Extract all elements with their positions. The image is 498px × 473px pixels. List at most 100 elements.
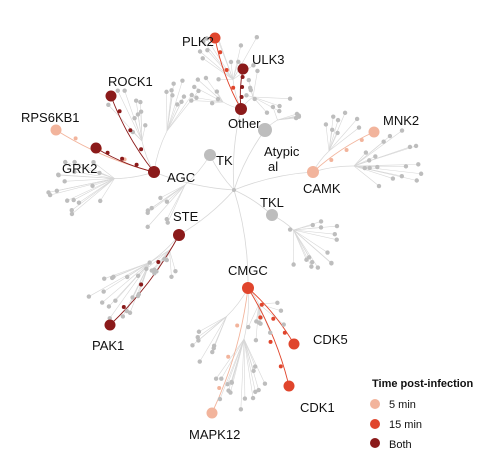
- leaf-branch: [213, 316, 227, 349]
- leaf-branch: [272, 106, 278, 121]
- legend-swatch-15min: [370, 419, 380, 429]
- inactive-kinase-node: [169, 274, 174, 280]
- branch-ste: [178, 189, 235, 236]
- branch-agc-5: [153, 130, 168, 173]
- path-node-mapk12: [235, 323, 240, 328]
- inactive-kinase-node: [209, 101, 215, 106]
- path-node-mapk12: [217, 386, 222, 390]
- inactive-kinase-node: [144, 266, 149, 272]
- root-node: [232, 188, 236, 192]
- inactive-kinase-node: [133, 98, 139, 103]
- leaf-branch: [353, 164, 419, 167]
- inactive-kinase-node: [323, 122, 329, 127]
- inactive-kinase-node: [162, 256, 167, 262]
- inactive-kinase-node: [310, 222, 315, 228]
- inactive-kinase-node: [214, 89, 220, 94]
- inactive-kinase-node: [216, 77, 221, 82]
- inactive-kinase-node: [138, 99, 143, 105]
- inactive-kinase-node: [318, 225, 324, 230]
- legend-title: Time post-infection: [372, 378, 474, 390]
- inactive-kinase-node: [217, 396, 223, 402]
- group-node-agc: [148, 166, 160, 178]
- inactive-kinase-node: [309, 259, 315, 265]
- path-node-cdk5: [259, 302, 264, 307]
- inactive-kinase-node: [281, 322, 286, 327]
- inactive-kinase-node: [413, 143, 419, 149]
- branch-to-cdk1: [247, 287, 290, 387]
- inactive-kinase-node: [99, 300, 105, 305]
- inactive-kinase-node: [250, 395, 256, 401]
- inactive-kinase-node: [194, 95, 199, 100]
- branch-to-pak1: [109, 234, 180, 326]
- inactive-kinase-node: [113, 298, 118, 303]
- kinase-node-rock1: [105, 90, 117, 102]
- inactive-kinase-node: [287, 96, 293, 101]
- leaf-branch: [88, 262, 150, 297]
- branch-camk: [233, 171, 314, 191]
- leaf-branch: [149, 249, 170, 263]
- inactive-kinase-node: [65, 198, 70, 203]
- inactive-kinase-node: [246, 324, 251, 330]
- branch-to-ulk3: [239, 68, 244, 110]
- leaf-branch: [231, 338, 245, 383]
- inactive-kinase-node: [197, 49, 203, 54]
- group-label-tk: TK: [216, 153, 233, 168]
- inactive-kinase-node: [277, 108, 282, 114]
- leaf-branch: [293, 229, 307, 260]
- leaf-branch: [293, 229, 328, 253]
- inactive-kinase-node: [145, 224, 150, 230]
- leaf-branch: [353, 141, 384, 167]
- kinase-label-pak1: PAK1: [92, 338, 124, 353]
- leaf-branch: [243, 338, 246, 399]
- leaf-branch: [65, 161, 115, 179]
- inactive-kinase-node: [56, 172, 61, 177]
- group-node-other: [235, 103, 247, 115]
- legend-swatch-5min: [370, 399, 380, 409]
- inactive-kinase-node: [318, 219, 324, 224]
- inactive-kinase-node: [262, 381, 268, 386]
- leaf-branch: [328, 129, 333, 152]
- branch-cmgc-13: [243, 287, 249, 340]
- inactive-kinase-node: [171, 81, 176, 86]
- leaf-branch: [64, 178, 115, 182]
- inactive-kinase-node: [69, 211, 75, 217]
- inactive-kinase-node: [399, 173, 405, 179]
- legend-label-15min: 15 min: [389, 419, 422, 431]
- inactive-kinase-node: [143, 123, 148, 128]
- leaf-branch: [217, 35, 234, 80]
- legend-swatch-both: [370, 438, 380, 448]
- path-node-grk2: [120, 156, 125, 161]
- path-node-mnk2: [344, 148, 349, 152]
- inactive-kinase-node: [251, 63, 256, 68]
- kinase-label-mnk2: MNK2: [383, 113, 419, 128]
- inactive-kinase-node: [196, 338, 201, 343]
- leaf-branch: [48, 178, 115, 193]
- leaf-branch: [71, 178, 115, 215]
- kinase-node-plk2: [209, 32, 221, 44]
- inactive-kinase-node: [152, 271, 157, 276]
- inactive-kinase-node: [331, 114, 336, 119]
- inactive-kinase-node: [418, 171, 424, 176]
- leaf-branch: [141, 125, 146, 142]
- leaf-branch: [202, 58, 234, 80]
- inactive-kinase-node: [367, 165, 372, 171]
- kinase-label-grk2: GRK2: [62, 161, 97, 176]
- leaf-branch: [93, 161, 115, 179]
- inactive-kinase-node: [278, 308, 284, 313]
- inactive-kinase-node: [120, 314, 126, 319]
- inactive-kinase-node: [399, 128, 405, 133]
- kinase-label-rock1: ROCK1: [108, 74, 153, 89]
- inactive-kinase-node: [149, 205, 154, 211]
- inactive-kinase-node: [210, 349, 215, 355]
- leaf-branch: [243, 338, 254, 399]
- path-node-cdk1: [258, 315, 263, 320]
- inactive-kinase-node: [255, 68, 260, 74]
- inactive-kinase-node: [205, 47, 210, 53]
- inactive-kinase-node: [125, 274, 130, 280]
- inactive-kinase-node: [72, 159, 77, 165]
- leaf-branch: [243, 338, 256, 392]
- inactive-kinase-node: [106, 102, 111, 108]
- leaf-branch: [146, 249, 170, 270]
- inactive-kinase-node: [332, 231, 338, 237]
